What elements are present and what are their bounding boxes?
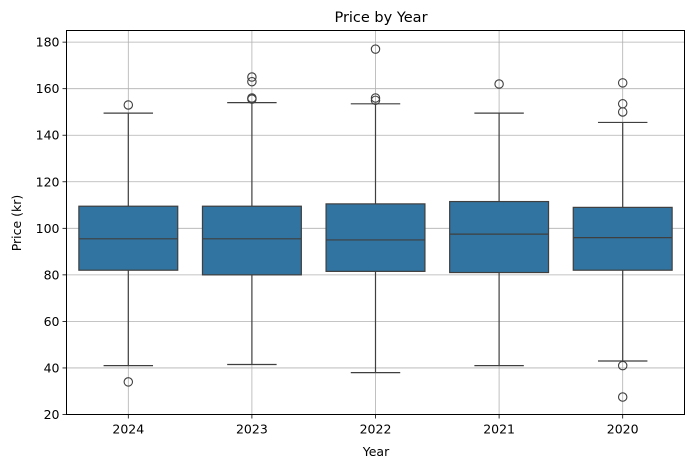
box-2022 [325,44,426,374]
outlier-point [247,76,257,87]
y-axis: 20 40 60 80 100 120 140 160 180 [36,35,67,422]
box-2024 [78,100,179,387]
y-tick-label: 60 [44,314,60,329]
outlier-point [123,377,134,387]
x-tick-label: 2024 [112,422,144,437]
y-axis-label: Price (kr) [9,195,24,252]
y-tick-label: 40 [44,360,60,375]
chart-title: Price by Year [334,10,427,26]
x-axis: 2024 2023 2022 2021 2020 [112,414,639,437]
outlier-point [370,44,381,54]
x-tick-label: 2022 [360,422,392,437]
y-tick-label: 160 [36,81,60,96]
x-tick-label: 2020 [607,422,639,437]
iqr-box [449,200,550,274]
y-tick-label: 120 [36,174,60,189]
y-tick-label: 140 [36,128,60,143]
y-tick-label: 100 [36,221,60,236]
outlier-point [617,360,628,371]
outlier-point [617,392,628,402]
x-tick-label: 2021 [483,422,515,437]
y-tick-label: 20 [44,407,60,422]
outlier-point [247,72,257,82]
outlier-point [123,100,134,110]
iqr-box [201,205,302,276]
outlier-point [370,95,381,106]
outlier-point [370,93,381,103]
box-2023 [201,72,302,366]
outlier-point [617,78,628,88]
y-tick-label: 80 [44,267,60,282]
y-tick-label: 180 [36,35,60,50]
box-2021 [449,79,550,367]
outlier-point [247,93,257,103]
iqr-box [572,206,673,271]
x-axis-label: Year [362,444,390,459]
outlier-point [494,79,504,89]
boxes-layer [78,44,673,402]
x-tick-label: 2023 [236,422,268,437]
box-2020 [572,78,673,402]
outlier-point [617,99,628,109]
iqr-box [325,203,426,272]
